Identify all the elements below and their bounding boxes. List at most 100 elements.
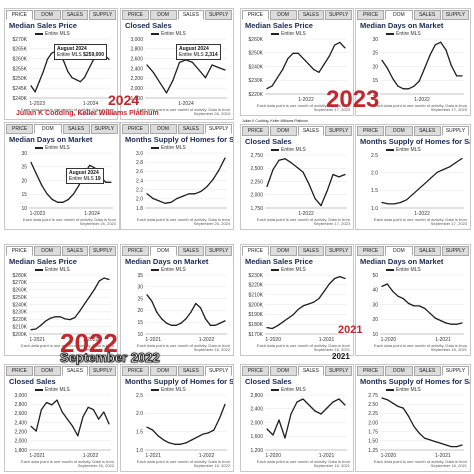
data-point[interactable] xyxy=(290,413,292,415)
data-point[interactable] xyxy=(30,329,32,331)
data-point[interactable] xyxy=(146,426,148,428)
tab-price[interactable]: PRICE xyxy=(242,10,269,20)
data-point[interactable] xyxy=(313,69,315,71)
tab-supply[interactable]: SUPPLY xyxy=(90,124,118,134)
data-point[interactable] xyxy=(344,404,346,406)
data-point[interactable] xyxy=(408,415,410,418)
data-point[interactable] xyxy=(424,307,426,309)
data-point[interactable] xyxy=(308,63,310,65)
data-point[interactable] xyxy=(392,77,394,80)
data-point[interactable] xyxy=(450,64,452,67)
data-point[interactable] xyxy=(158,200,160,202)
data-point[interactable] xyxy=(455,162,457,164)
tab-supply[interactable]: SUPPLY xyxy=(205,10,232,20)
data-point[interactable] xyxy=(408,302,410,305)
tab-supply[interactable]: SUPPLY xyxy=(325,10,352,20)
data-point[interactable] xyxy=(381,397,383,399)
tab-sales[interactable]: SALES xyxy=(413,10,441,20)
tab-price[interactable]: PRICE xyxy=(6,10,33,20)
data-point[interactable] xyxy=(399,201,402,204)
data-point[interactable] xyxy=(108,58,110,60)
data-point[interactable] xyxy=(218,169,220,171)
data-point[interactable] xyxy=(290,162,292,164)
data-point[interactable] xyxy=(314,197,316,199)
data-point[interactable] xyxy=(461,322,463,324)
tab-price[interactable]: PRICE xyxy=(242,126,269,136)
data-point[interactable] xyxy=(207,432,209,434)
data-point[interactable] xyxy=(46,193,48,195)
data-point[interactable] xyxy=(170,324,172,326)
tab-sales[interactable]: SALES xyxy=(297,126,325,136)
tab-price[interactable]: PRICE xyxy=(122,124,149,134)
data-point[interactable] xyxy=(326,190,328,192)
data-point[interactable] xyxy=(292,52,294,54)
tab-sales[interactable]: SALES xyxy=(413,246,441,256)
data-point[interactable] xyxy=(191,439,193,441)
data-point[interactable] xyxy=(174,443,176,445)
data-point[interactable] xyxy=(430,177,432,179)
tab-price[interactable]: PRICE xyxy=(357,366,385,376)
data-point[interactable] xyxy=(456,446,458,448)
data-point[interactable] xyxy=(45,320,47,322)
data-point[interactable] xyxy=(429,312,431,314)
data-point[interactable] xyxy=(170,201,172,203)
data-point[interactable] xyxy=(56,399,58,401)
tab-price[interactable]: PRICE xyxy=(6,366,33,376)
data-point[interactable] xyxy=(74,316,76,319)
data-point[interactable] xyxy=(51,404,53,406)
data-point[interactable] xyxy=(276,325,278,327)
data-point[interactable] xyxy=(41,184,43,186)
data-point[interactable] xyxy=(272,434,274,436)
data-point[interactable] xyxy=(40,324,42,326)
data-point[interactable] xyxy=(318,297,320,300)
data-point[interactable] xyxy=(266,185,268,188)
data-point[interactable] xyxy=(461,157,463,160)
data-point[interactable] xyxy=(461,444,463,446)
data-point[interactable] xyxy=(413,305,415,307)
data-point[interactable] xyxy=(302,305,304,307)
data-point[interactable] xyxy=(103,411,105,413)
tab-sales[interactable]: SALES xyxy=(177,246,205,256)
data-point[interactable] xyxy=(191,61,194,63)
tab-supply[interactable]: SUPPLY xyxy=(89,246,116,256)
data-point[interactable] xyxy=(63,60,65,62)
data-point[interactable] xyxy=(151,300,153,302)
tab-sales[interactable]: SALES xyxy=(61,246,89,256)
data-point[interactable] xyxy=(92,409,94,411)
data-point[interactable] xyxy=(79,81,81,83)
data-point[interactable] xyxy=(449,166,451,168)
data-point[interactable] xyxy=(424,67,426,69)
data-point[interactable] xyxy=(406,199,408,201)
data-point[interactable] xyxy=(185,318,187,320)
data-point[interactable] xyxy=(308,404,310,406)
tab-dom[interactable]: DOM xyxy=(149,366,177,376)
data-point[interactable] xyxy=(108,423,110,425)
data-point[interactable] xyxy=(314,410,316,412)
data-point[interactable] xyxy=(323,63,325,65)
tab-sales[interactable]: SALES xyxy=(62,124,90,134)
data-point[interactable] xyxy=(338,398,340,400)
data-point[interactable] xyxy=(402,88,404,90)
tab-supply[interactable]: SUPPLY xyxy=(89,366,116,376)
data-point[interactable] xyxy=(344,47,346,49)
data-point[interactable] xyxy=(165,322,168,324)
tab-price[interactable]: PRICE xyxy=(357,126,385,136)
data-point[interactable] xyxy=(461,75,463,77)
data-point[interactable] xyxy=(276,77,278,79)
data-point[interactable] xyxy=(73,193,75,195)
data-point[interactable] xyxy=(440,320,442,322)
tab-sales[interactable]: SALES xyxy=(177,124,205,134)
data-point[interactable] xyxy=(284,158,286,160)
data-point[interactable] xyxy=(424,182,426,184)
data-point[interactable] xyxy=(381,285,383,287)
data-point[interactable] xyxy=(326,407,328,409)
tab-dom[interactable]: DOM xyxy=(269,366,297,376)
data-point[interactable] xyxy=(77,435,79,437)
data-point[interactable] xyxy=(152,72,155,74)
data-point[interactable] xyxy=(34,91,36,93)
data-point[interactable] xyxy=(146,294,148,296)
tab-dom[interactable]: DOM xyxy=(269,10,297,20)
tab-dom[interactable]: DOM xyxy=(385,126,413,136)
data-point[interactable] xyxy=(413,425,415,428)
tab-dom[interactable]: DOM xyxy=(385,246,413,256)
